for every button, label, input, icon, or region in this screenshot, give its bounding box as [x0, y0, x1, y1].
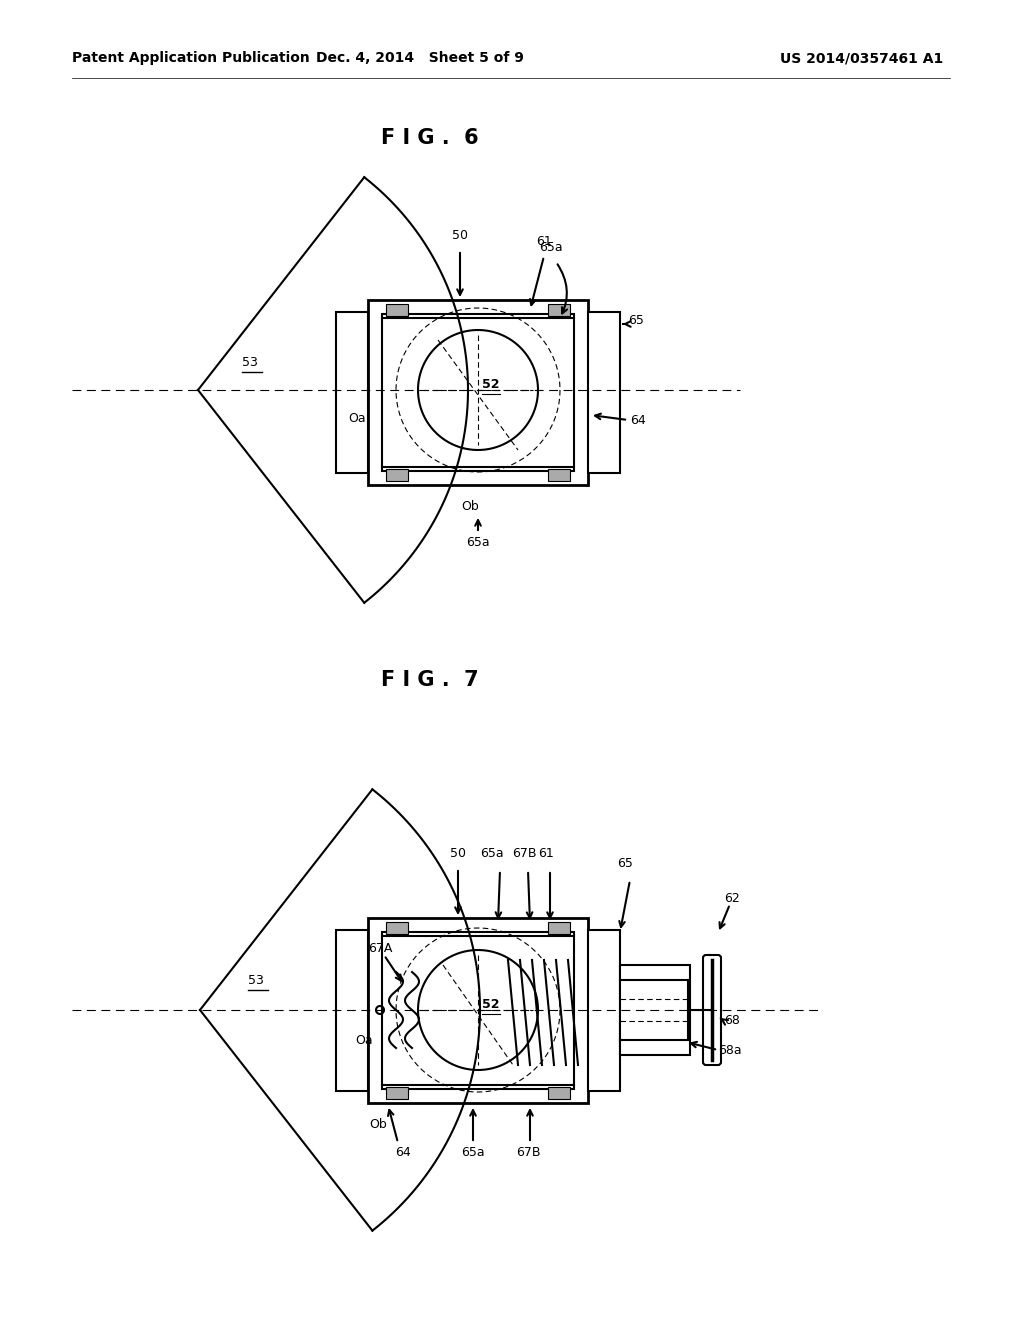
- Text: Oa: Oa: [355, 1034, 373, 1047]
- Bar: [548, 1086, 570, 1100]
- Text: 61: 61: [539, 847, 554, 861]
- Text: 64: 64: [630, 413, 646, 426]
- Text: Dec. 4, 2014   Sheet 5 of 9: Dec. 4, 2014 Sheet 5 of 9: [316, 51, 524, 65]
- Text: 65a: 65a: [461, 1147, 484, 1159]
- Bar: [548, 304, 570, 315]
- Text: 67A: 67A: [368, 941, 392, 954]
- Text: 68: 68: [724, 1014, 740, 1027]
- Bar: [386, 304, 408, 315]
- Text: F I G .  7: F I G . 7: [381, 671, 479, 690]
- Bar: [548, 469, 570, 480]
- Text: 61: 61: [537, 235, 552, 248]
- Bar: [368, 917, 588, 1104]
- Bar: [386, 469, 408, 480]
- Text: Oa: Oa: [348, 412, 366, 425]
- Text: US 2014/0357461 A1: US 2014/0357461 A1: [780, 51, 943, 65]
- Text: 65a: 65a: [480, 847, 504, 861]
- Text: 65: 65: [617, 857, 633, 870]
- Text: 67B: 67B: [516, 1147, 541, 1159]
- Text: 52: 52: [482, 998, 500, 1011]
- Text: 65a: 65a: [540, 242, 563, 253]
- Text: 67B: 67B: [512, 847, 537, 861]
- Text: 50: 50: [450, 847, 466, 861]
- Text: F I G .  6: F I G . 6: [381, 128, 479, 148]
- Text: 65: 65: [628, 314, 644, 326]
- Text: 53: 53: [248, 974, 264, 986]
- Text: 62: 62: [724, 891, 739, 904]
- Text: 68a: 68a: [718, 1044, 741, 1056]
- Text: 65a: 65a: [466, 536, 489, 549]
- Bar: [382, 314, 574, 471]
- Text: 53: 53: [242, 355, 258, 368]
- Text: 50: 50: [452, 228, 468, 242]
- Bar: [386, 921, 408, 935]
- FancyBboxPatch shape: [703, 954, 721, 1065]
- Bar: [588, 931, 620, 1092]
- Bar: [368, 300, 588, 484]
- Text: Ob: Ob: [461, 500, 479, 513]
- Text: 52: 52: [482, 378, 500, 391]
- Text: Ob: Ob: [369, 1118, 387, 1131]
- Bar: [620, 965, 690, 1055]
- Bar: [548, 921, 570, 935]
- Text: 64: 64: [395, 1147, 411, 1159]
- Bar: [382, 932, 574, 1089]
- Bar: [336, 312, 368, 473]
- Bar: [336, 931, 368, 1092]
- Bar: [588, 312, 620, 473]
- Text: Patent Application Publication: Patent Application Publication: [72, 51, 309, 65]
- Bar: [386, 1086, 408, 1100]
